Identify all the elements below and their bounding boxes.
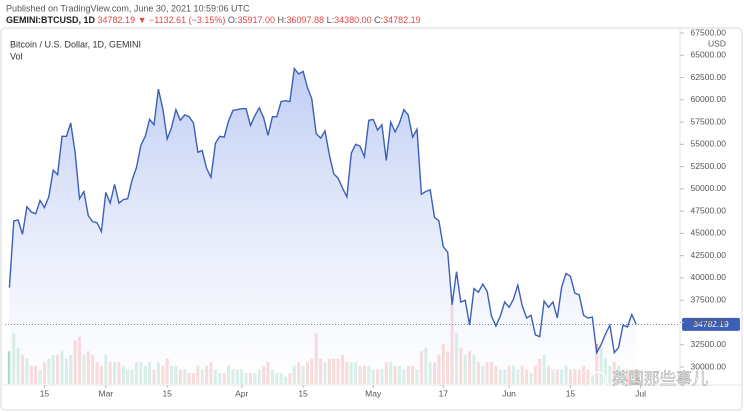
y-tick-label: 40000.00 [691, 272, 727, 282]
chart-title: Bitcoin / U.S. Dollar, 1D, GEMINI [10, 39, 141, 49]
volume-label: Vol [10, 51, 23, 61]
ohlc-label: O: [228, 15, 238, 25]
y-tick-label: 32500.00 [691, 339, 727, 349]
change: ▼ −1132.61 (−3.15%) [138, 15, 226, 25]
y-tick-label: 50000.00 [691, 183, 727, 193]
y-tick-label: 37500.00 [691, 294, 727, 304]
published-note: Published on TradingView.com, June 30, 2… [6, 3, 250, 13]
watermark-icon [589, 371, 607, 389]
ohlc-label: C: [374, 15, 383, 25]
price-line [8, 66, 637, 355]
symbol-header: GEMINI:BTCUSD, 1D 34782.19 ▼ −1132.61 (−… [6, 15, 421, 25]
price-area [9, 68, 637, 384]
y-tick-label: 67500.00 [691, 27, 727, 37]
watermark-text: 英国那些事儿 [612, 370, 708, 388]
chart-frame [0, 27, 743, 411]
y-tick-label: 60000.00 [691, 94, 727, 104]
x-tick-label: 17 [439, 388, 449, 398]
y-tick-label: 55000.00 [691, 139, 727, 149]
symbol: GEMINI:BTCUSD, 1D [6, 15, 96, 25]
volume-bar [7, 351, 11, 384]
ohlc-value: 35917.00 [237, 15, 275, 25]
y-tick-label: 35000.00 [691, 317, 727, 327]
y-tick-label: 47500.00 [691, 205, 727, 215]
x-tick-label: May [365, 388, 382, 398]
x-tick-label: 15 [566, 388, 576, 398]
watermark: 英国那些事儿 [589, 370, 708, 389]
y-tick-label: 65000.00 [691, 50, 727, 60]
ohlc-label: H: [278, 15, 287, 25]
last-price-label: 34782.19 [693, 319, 729, 329]
y-tick-label: 52500.00 [691, 161, 727, 171]
y-tick-label: 62500.00 [691, 72, 727, 82]
x-tick-label: 15 [298, 388, 308, 398]
ohlc-value: 34782.19 [383, 15, 421, 25]
x-tick-label: Jun [502, 388, 516, 398]
plot-area [7, 66, 638, 384]
ohlc-value: 36097.88 [287, 15, 325, 25]
ohlc-value: 34380.00 [334, 15, 372, 25]
y-tick-label: 42500.00 [691, 250, 727, 260]
y-unit: USD [708, 38, 726, 48]
x-tick-label: Apr [235, 388, 248, 398]
x-tick-label: 15 [162, 388, 172, 398]
last-price-box [682, 317, 740, 331]
x-tick-label: Mar [98, 388, 113, 398]
y-tick-label: 57500.00 [691, 116, 727, 126]
x-tick-label: Jul [635, 388, 646, 398]
x-tick-label: 15 [40, 388, 50, 398]
y-tick-label: 30000.00 [691, 361, 727, 371]
last-price: 34782.19 [98, 15, 136, 25]
ohlc-label: L: [327, 15, 335, 25]
y-tick-label: 45000.00 [691, 228, 727, 238]
